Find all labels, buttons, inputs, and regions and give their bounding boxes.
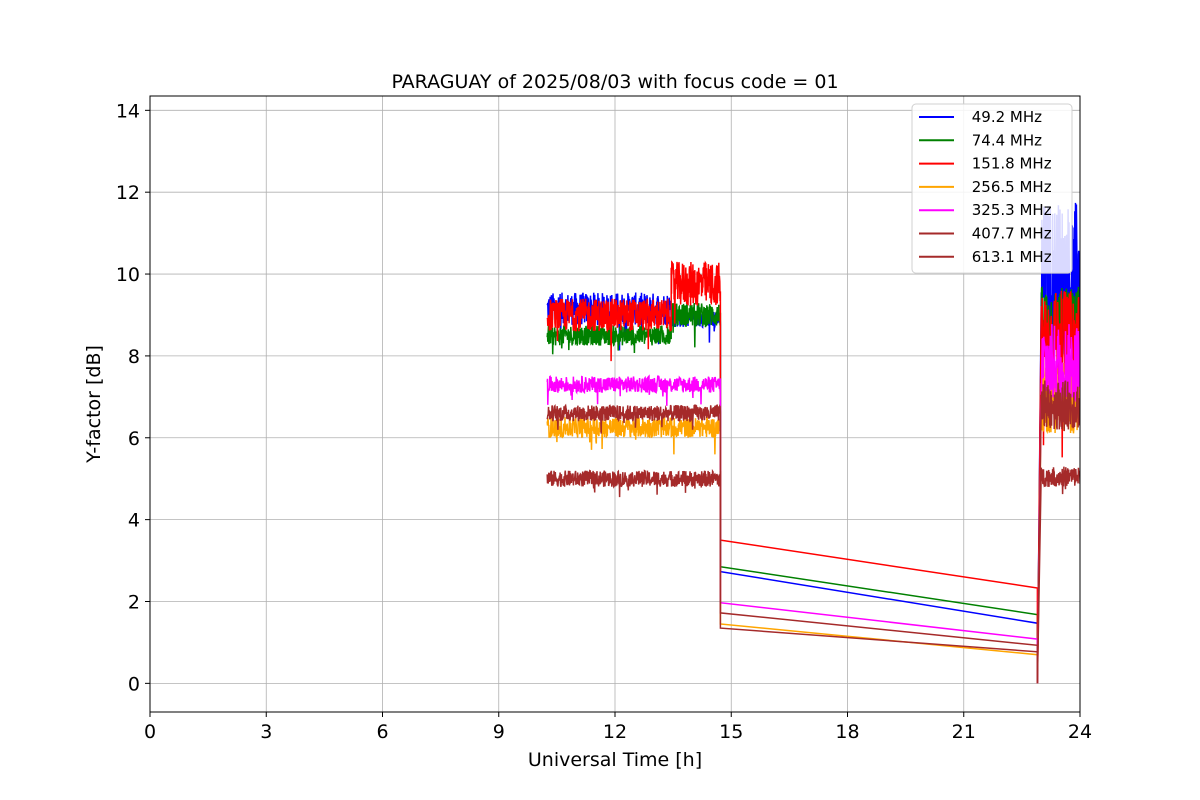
y-tick-label: 0 [128, 673, 140, 695]
y-tick-label: 10 [116, 264, 140, 286]
legend-label: 325.3 MHz [967, 201, 1052, 219]
x-tick-label: 3 [260, 721, 272, 743]
legend-label: 407.7 MHz [967, 225, 1052, 243]
x-tick-label: 6 [376, 721, 388, 743]
legend-label: 256.5 MHz [967, 178, 1052, 196]
y-tick-label: 4 [128, 510, 140, 532]
x-tick-label: 9 [493, 721, 505, 743]
x-tick-label: 21 [952, 721, 976, 743]
series-line-4 [546, 324, 1080, 684]
legend-label: 613.1 MHz [967, 248, 1052, 266]
y-axis-label: Y-factor [dB] [83, 345, 105, 464]
y-tick-label: 14 [116, 100, 140, 122]
y-tick-label: 8 [128, 346, 140, 368]
y-axis: 0 2 4 6 8 10 12 14 [116, 100, 150, 695]
x-tick-label: 0 [144, 721, 156, 743]
x-tick-label: 18 [835, 721, 859, 743]
legend-label: 151.8 MHz [967, 155, 1052, 173]
plot-area [546, 202, 1080, 684]
x-tick-label: 24 [1068, 721, 1092, 743]
legend: 49.2 MHz 74.4 MHz 151.8 MHz 256.5 MHz 32… [911, 103, 1073, 274]
series-line-1 [546, 286, 1080, 684]
chart-title: PARAGUAY of 2025/08/03 with focus code =… [391, 71, 838, 93]
legend-frame [911, 103, 1073, 274]
y-tick-label: 2 [128, 591, 140, 613]
series-line-2 [546, 260, 1080, 684]
x-axis-label: Universal Time [h] [528, 749, 702, 771]
x-tick-label: 15 [719, 721, 743, 743]
legend-label: 49.2 MHz [967, 108, 1042, 126]
legend-label: 74.4 MHz [967, 131, 1042, 149]
x-tick-label: 12 [603, 721, 627, 743]
series-line-6 [546, 466, 1080, 684]
y-tick-label: 6 [128, 428, 140, 450]
series-line-5 [546, 380, 1080, 684]
y-tick-label: 12 [116, 182, 140, 204]
x-axis: 0 3 6 9 12 15 18 21 24 [144, 712, 1092, 743]
